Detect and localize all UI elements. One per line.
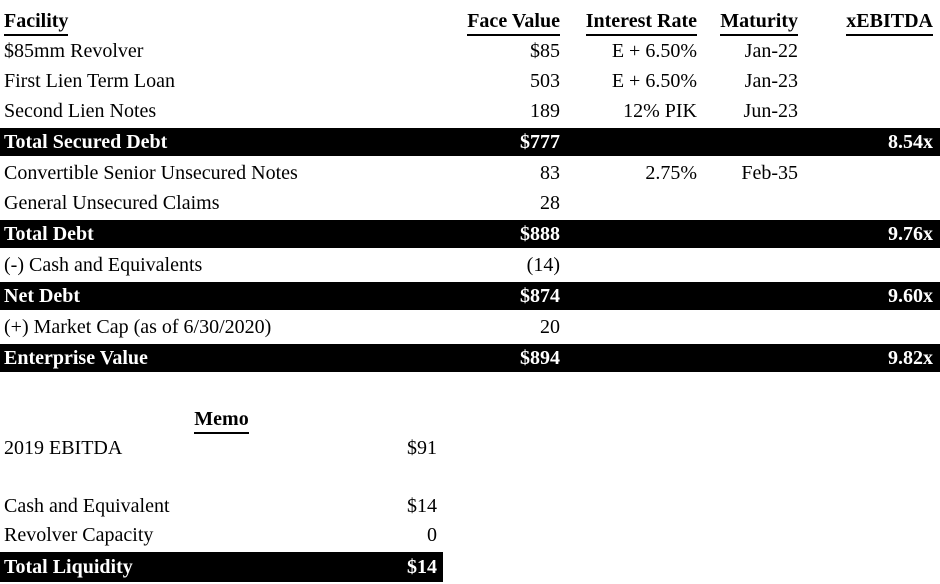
face-value-cell: 83 [540,162,560,184]
xebitda-cell [798,188,933,218]
facility-cell: Enterprise Value [4,347,148,369]
column-header-face-value-label: Face Value [467,9,560,36]
interest-rate-cell [560,282,697,310]
interest-rate-cell [560,312,697,342]
column-header-xebitda: xEBITDA [798,6,933,36]
xebitda-cell: 8.54x [888,131,933,153]
maturity-cell [697,344,798,372]
maturity-cell [697,312,798,342]
interest-rate-cell: E + 6.50% [611,70,697,92]
maturity-cell [697,188,798,218]
facility-cell: Second Lien Notes [4,100,157,122]
interest-rate-cell [560,188,697,218]
memo-header: Memo [0,404,443,434]
memo-label-cell: 2019 EBITDA [4,437,123,459]
interest-rate-cell [560,344,697,372]
table-row-second-lien-notes: Second Lien Notes 189 12% PIK Jun-23 [0,96,940,126]
xebitda-cell [798,250,933,280]
total-row-total-debt: Total Debt $888 9.76x [0,220,940,248]
total-row-total-secured-debt: Total Secured Debt $777 8.54x [0,128,940,156]
face-value-cell: $888 [520,223,560,245]
xebitda-cell [798,312,933,342]
interest-rate-cell: 12% PIK [623,100,697,122]
maturity-cell [697,250,798,280]
facility-cell: Net Debt [4,285,81,307]
xebitda-cell: 9.82x [888,347,933,369]
maturity-cell: Feb-35 [741,162,798,184]
column-header-interest-rate-label: Interest Rate [585,9,697,36]
memo-label-cell: Revolver Capacity [4,524,154,546]
table-row-convertible-notes: Convertible Senior Unsecured Notes 83 2.… [0,158,940,188]
face-value-cell: $874 [520,285,560,307]
interest-rate-cell [560,128,697,156]
facility-cell: Total Debt [4,223,94,245]
maturity-cell [697,220,798,248]
xebitda-cell [798,96,933,126]
maturity-cell: Jan-23 [744,70,798,92]
memo-header-label: Memo [194,407,249,434]
memo-row-2019-ebitda: 2019 EBITDA $91 [0,434,443,463]
memo-spacer-row [0,463,443,492]
facility-cell: First Lien Term Loan [4,70,175,92]
column-header-facility-label: Facility [4,9,69,36]
memo-value-cell: 0 [427,524,437,546]
face-value-cell: 20 [540,316,560,338]
maturity-cell: Jun-23 [743,100,798,122]
face-value-cell: 28 [540,192,560,214]
memo-value-cell: $14 [407,495,437,517]
column-header-facility: Facility [4,6,430,36]
maturity-cell [697,128,798,156]
memo-row-cash-and-equivalent: Cash and Equivalent $14 [0,492,443,521]
interest-rate-cell: E + 6.50% [611,40,697,62]
memo-label-cell: Cash and Equivalent [4,495,170,517]
memo-value-cell: $14 [407,556,437,578]
total-row-total-liquidity: Total Liquidity $14 [0,552,443,582]
face-value-cell: $894 [520,347,560,369]
facility-cell: Total Secured Debt [4,131,168,153]
table-row-revolver: $85mm Revolver $85 E + 6.50% Jan-22 [0,36,940,66]
maturity-cell [697,282,798,310]
xebitda-cell [798,158,933,188]
xebitda-cell: 9.76x [888,223,933,245]
table-row-plus-market-cap: (+) Market Cap (as of 6/30/2020) 20 [0,312,940,342]
face-value-cell: 503 [530,70,560,92]
face-value-cell: (14) [526,254,560,276]
xebitda-cell [798,36,933,66]
interest-rate-cell [560,220,697,248]
interest-rate-cell [560,250,697,280]
memo-label-cell: Total Liquidity [4,556,133,578]
face-value-cell: 189 [530,100,560,122]
xebitda-cell: 9.60x [888,285,933,307]
face-value-cell: $777 [520,131,560,153]
column-header-maturity-label: Maturity [720,9,798,36]
total-row-enterprise-value: Enterprise Value $894 9.82x [0,344,940,372]
maturity-cell: Jan-22 [744,40,798,62]
facility-cell: (-) Cash and Equivalents [4,254,203,276]
capital-structure-table: Facility Face Value Interest Rate Maturi… [0,6,940,372]
memo-value-cell: $91 [407,437,437,459]
facility-cell: General Unsecured Claims [4,192,220,214]
column-header-face-value: Face Value [430,6,560,36]
memo-section: Memo 2019 EBITDA $91 Cash and Equivalent… [0,404,443,582]
total-row-net-debt: Net Debt $874 9.60x [0,282,940,310]
facility-cell: Convertible Senior Unsecured Notes [4,162,298,184]
column-header-interest-rate: Interest Rate [560,6,697,36]
table-header-row: Facility Face Value Interest Rate Maturi… [0,6,940,36]
face-value-cell: $85 [530,40,560,62]
interest-rate-cell: 2.75% [645,162,697,184]
table-row-less-cash: (-) Cash and Equivalents (14) [0,250,940,280]
table-row-first-lien-term-loan: First Lien Term Loan 503 E + 6.50% Jan-2… [0,66,940,96]
column-header-xebitda-label: xEBITDA [846,9,933,36]
facility-cell: (+) Market Cap (as of 6/30/2020) [4,316,272,338]
xebitda-cell [798,66,933,96]
table-row-general-unsecured-claims: General Unsecured Claims 28 [0,188,940,218]
column-header-maturity: Maturity [697,6,798,36]
facility-cell: $85mm Revolver [4,40,144,62]
memo-row-revolver-capacity: Revolver Capacity 0 [0,521,443,550]
